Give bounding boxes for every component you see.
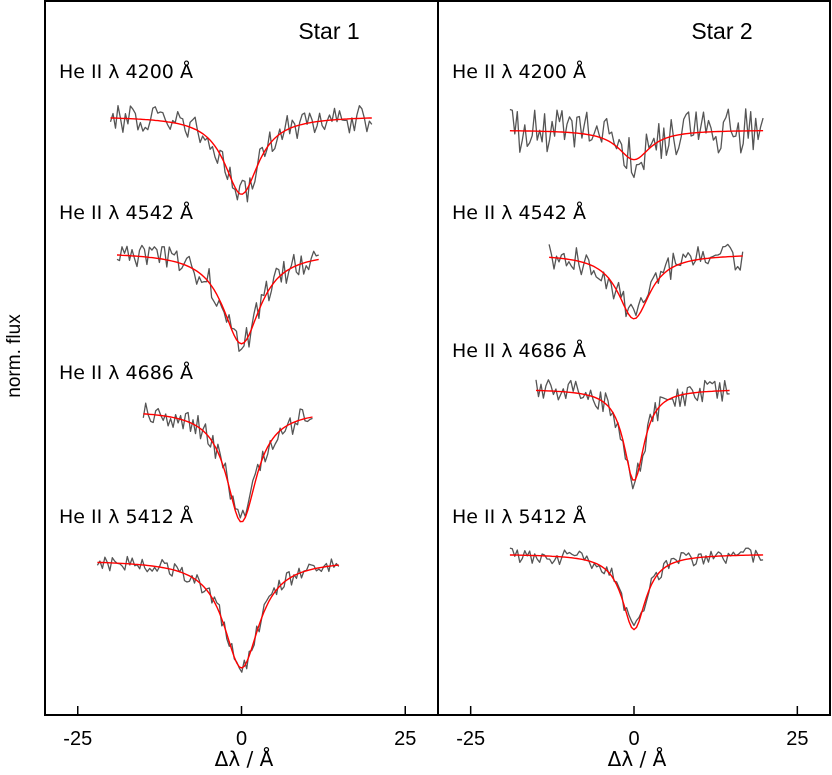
line-label: He II λ 5412 Å — [59, 505, 193, 528]
x-tick-label: 25 — [394, 728, 416, 750]
y-axis-label: norm. flux — [4, 314, 25, 398]
line-label: He II λ 4542 Å — [59, 201, 193, 224]
panel-star-1: Star 1 Δλ / Å -25 0 25 He II λ 4200 Å He II … — [44, 0, 439, 771]
observed-spectrum — [96, 555, 340, 673]
panel-frame — [44, 0, 439, 716]
x-tick-label: -25 — [63, 728, 92, 750]
model-fit — [116, 254, 319, 345]
x-axis-label-star-1: Δλ / Å — [215, 747, 274, 771]
line-label: He II λ 4686 Å — [452, 339, 586, 362]
observed-spectrum — [535, 379, 730, 490]
observed-spectrum — [109, 105, 373, 203]
line-label: He II λ 5412 Å — [452, 505, 586, 528]
line-label: He II λ 4200 Å — [59, 60, 193, 83]
model-fit — [509, 129, 764, 161]
panel-title-star-2: Star 2 — [691, 18, 752, 44]
model-fit — [143, 413, 313, 523]
x-tick-label: 0 — [628, 728, 639, 750]
line-label: He II λ 4542 Å — [452, 201, 586, 224]
line-label: He II λ 4200 Å — [452, 60, 586, 83]
observed-spectrum — [509, 547, 764, 627]
model-fit — [535, 389, 730, 481]
panel-star-2: Star 2 Δλ / Å -25 0 25 He II λ 4200 Å He II … — [437, 0, 831, 771]
panel-title-star-1: Star 1 — [298, 18, 359, 44]
model-fit — [509, 554, 764, 631]
x-axis-label-star-2: Δλ / Å — [608, 747, 667, 771]
x-tick-label: 0 — [236, 728, 247, 750]
model-fit — [110, 117, 372, 195]
model-fit — [97, 561, 339, 669]
observed-spectrum — [509, 108, 764, 179]
model-fit — [549, 255, 743, 320]
observed-spectrum — [142, 402, 313, 519]
observed-spectrum — [116, 244, 319, 352]
line-label: He II λ 4686 Å — [59, 361, 193, 384]
observed-spectrum — [548, 243, 744, 318]
x-tick-label: -25 — [456, 728, 485, 750]
x-tick-label: 25 — [786, 728, 808, 750]
